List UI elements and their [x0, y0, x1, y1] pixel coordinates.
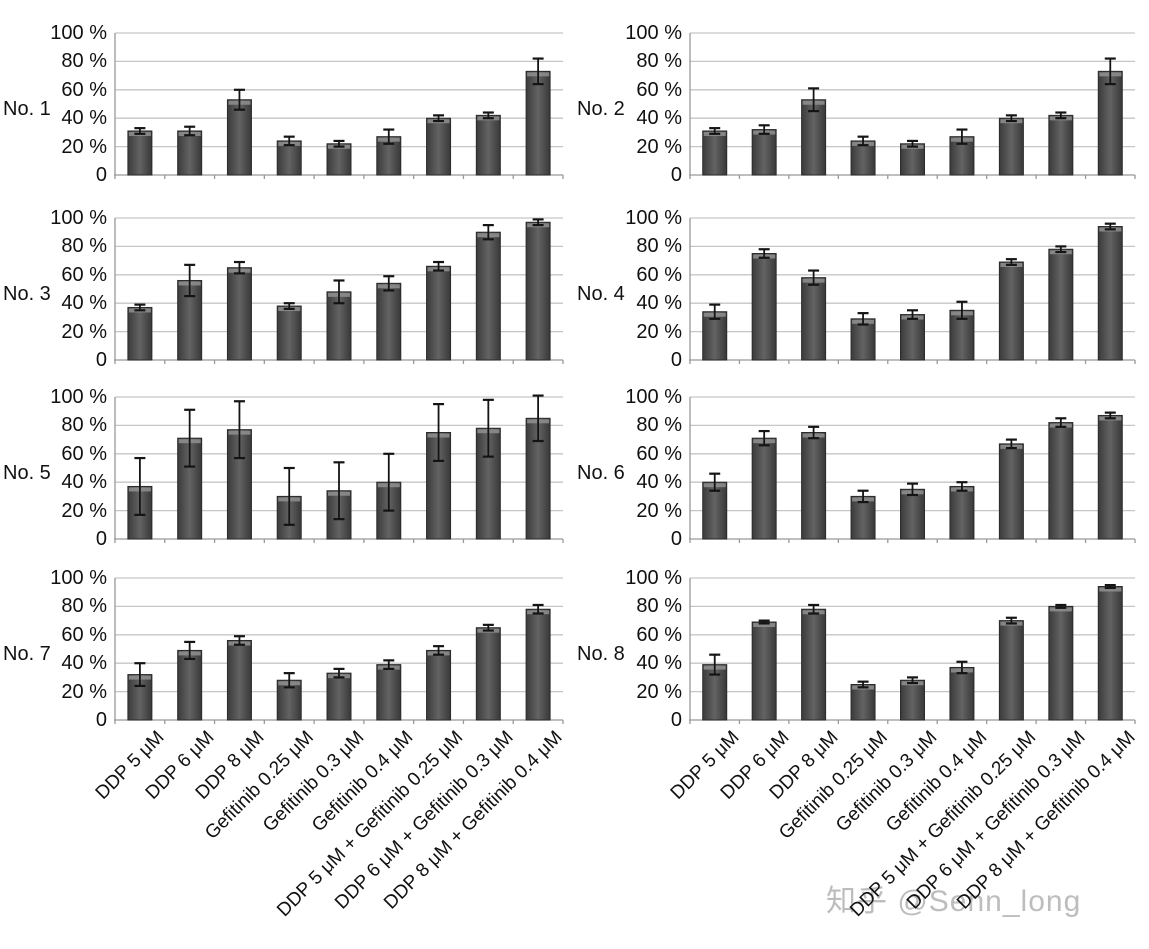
bar [1048, 114, 1074, 176]
bar [376, 282, 402, 361]
bar [127, 130, 153, 176]
bar [801, 277, 827, 361]
bar [177, 649, 203, 721]
bar [127, 306, 153, 361]
bar [900, 143, 925, 176]
bar [850, 318, 876, 361]
bar [998, 117, 1024, 176]
bar [949, 485, 975, 540]
bar [850, 684, 876, 721]
bar [801, 432, 827, 540]
panels-root [114, 32, 1136, 724]
panel-no-4 [689, 217, 1136, 364]
bar [426, 265, 452, 361]
bar [226, 639, 252, 721]
bar [226, 99, 252, 176]
bar [998, 620, 1024, 721]
panel-no-3 [114, 217, 564, 364]
watermark-text: 知乎 @Senn_long [826, 885, 1082, 918]
bar [1097, 414, 1123, 540]
bar [949, 666, 975, 721]
bar [426, 649, 452, 721]
bar [1097, 226, 1123, 361]
panel-no-7 [114, 577, 564, 724]
bar [525, 70, 551, 176]
bar [751, 253, 777, 361]
bar [1097, 70, 1123, 176]
bar [751, 621, 777, 721]
bar [326, 672, 352, 721]
bar-top-highlight [1099, 587, 1122, 592]
bar [1048, 248, 1074, 361]
panel-no-1 [114, 32, 564, 179]
panel-no-2 [689, 32, 1136, 179]
bar [226, 267, 252, 361]
bar [525, 221, 551, 361]
bar [525, 608, 551, 721]
bar [1048, 605, 1074, 721]
bar [475, 231, 501, 361]
bar [1097, 586, 1123, 721]
bar-top-highlight [1049, 607, 1072, 612]
bar [475, 627, 501, 721]
bar [177, 130, 203, 176]
bar [751, 129, 777, 176]
bar [751, 437, 777, 540]
panel-no-8 [689, 577, 1136, 724]
bar [801, 608, 827, 721]
bar [426, 117, 452, 176]
bar [998, 261, 1024, 361]
bar [1048, 422, 1074, 540]
bar [998, 443, 1024, 540]
bar [475, 114, 501, 176]
bar [702, 130, 728, 176]
bar [900, 488, 925, 540]
bar [326, 143, 352, 176]
bar-top-highlight [753, 623, 776, 628]
bar [900, 679, 925, 721]
bar [276, 140, 302, 176]
panel-no-6 [689, 396, 1136, 543]
bar [276, 305, 302, 361]
bar [376, 664, 402, 721]
panel-no-5 [114, 394, 564, 543]
bar [900, 314, 925, 361]
